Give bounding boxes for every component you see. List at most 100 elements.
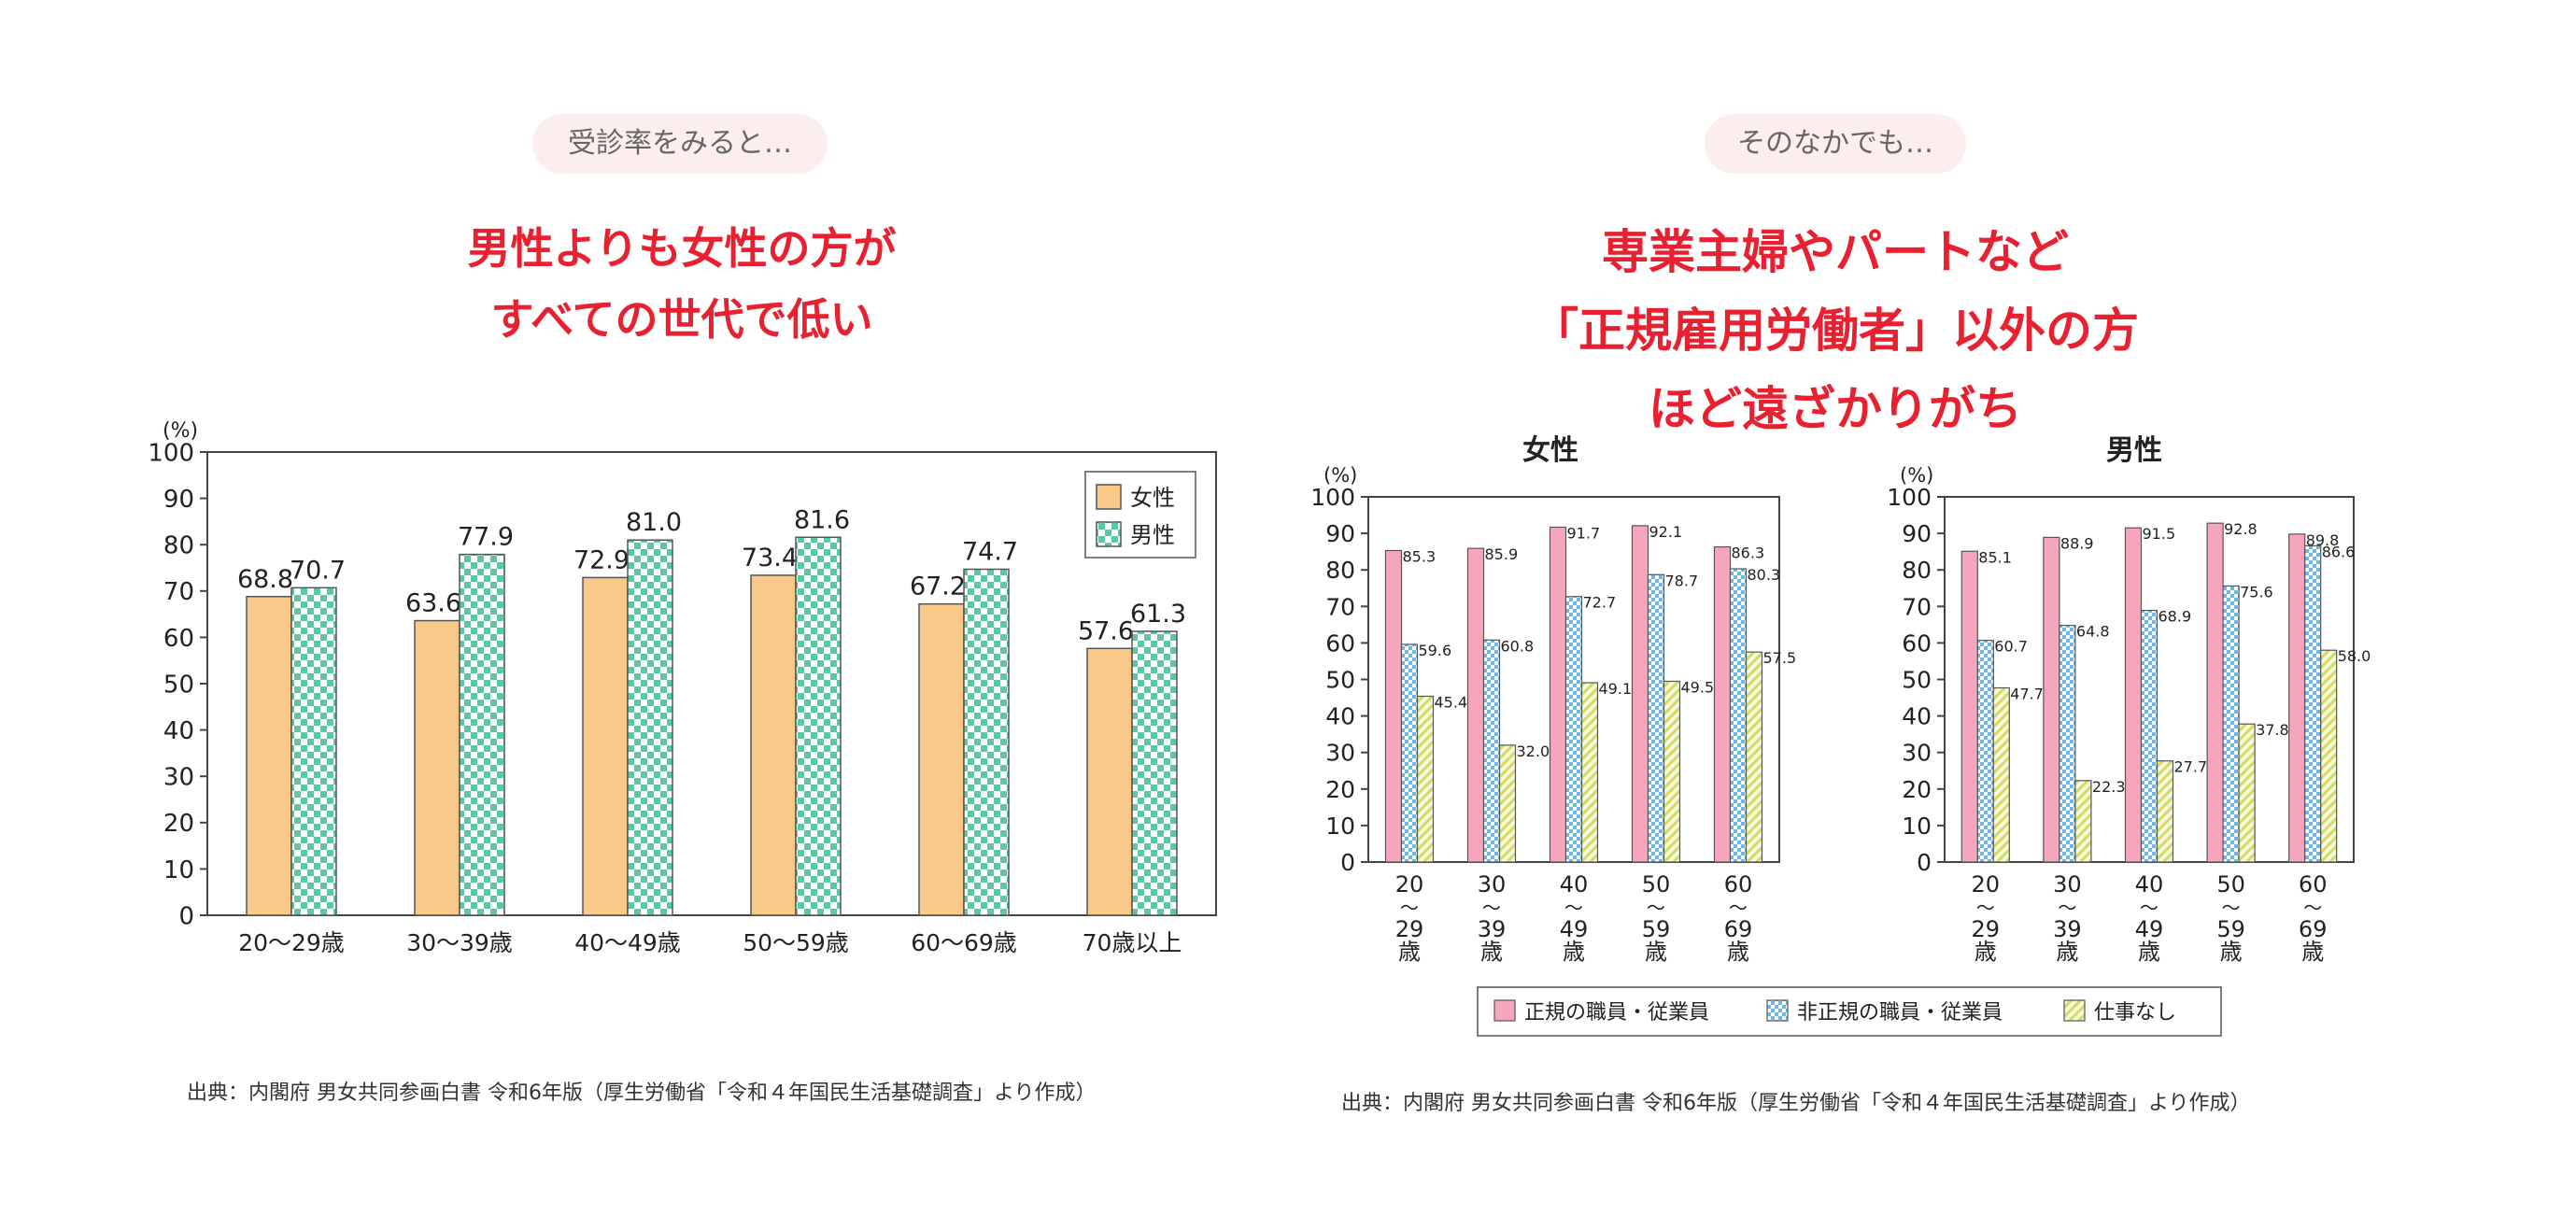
female-regular-value-label: 92.1: [1649, 523, 1683, 541]
male-x-tick-label: ～: [2222, 897, 2241, 919]
female-regular-bar: [1466, 547, 1485, 863]
male-nonregular-bar: [2304, 544, 2322, 863]
male-value-label: 81.6: [794, 505, 850, 534]
male-x-tick-label: ～: [2058, 897, 2076, 919]
female-bar: [582, 576, 629, 916]
male-y-tick-label: 70: [1902, 593, 1932, 620]
left-x-tick-label: 30～39歳: [406, 929, 513, 956]
right-headline: 専業主婦やパートなど 「正規雇用労働者」以外の方 ほど遠ざかりがち: [1438, 213, 2232, 448]
male-nojob-bar: [2238, 723, 2256, 863]
female-y-axis-unit: (%): [1323, 464, 1357, 487]
female-chart-title: 女性: [1522, 434, 1578, 467]
male-x-tick-label: 69: [2299, 916, 2328, 942]
employment-legend: 正規の職員・従業員 非正規の職員・従業員 仕事なし: [1477, 986, 2222, 1037]
left-headline-line-2: すべての世代で低い: [490, 294, 873, 345]
male-nojob-bar: [2074, 780, 2092, 863]
male-legend-label: 男性: [1130, 522, 1175, 548]
male-y-tick-label: 50: [1902, 667, 1932, 694]
female-value-label: 57.6: [1078, 616, 1134, 645]
female-nonregular-bar: [1400, 643, 1419, 863]
left-chart-y-tick-label: 0: [178, 902, 194, 930]
male-regular-value-label: 88.9: [2060, 534, 2094, 552]
female-x-tick-label: ～: [1400, 897, 1419, 919]
male-y-tick-label: 20: [1902, 776, 1932, 803]
male-nonregular-value-label: 75.6: [2240, 583, 2273, 601]
male-y-tick-label: 30: [1902, 740, 1932, 767]
left-section-pill: 受診率をみると…: [532, 114, 828, 174]
female-x-tick-label: 39: [1478, 916, 1507, 942]
female-legend-swatch: [1096, 484, 1122, 510]
female-value-label: 68.8: [237, 565, 293, 594]
male-nojob-bar: [2156, 760, 2174, 863]
left-x-tick-label: 70歳以上: [1083, 929, 1182, 956]
male-nonregular-bar: [1976, 640, 1994, 863]
male-regular-bar: [2124, 527, 2143, 863]
female-nojob-value-label: 45.4: [1435, 693, 1468, 711]
male-x-tick-label: 39: [2053, 916, 2082, 942]
female-nojob-value-label: 57.5: [1763, 649, 1797, 667]
female-value-label: 67.2: [910, 573, 966, 601]
male-nonregular-bar: [2222, 585, 2240, 863]
male-x-tick-label: 50: [2216, 871, 2245, 898]
female-nonregular-bar: [1729, 568, 1748, 863]
regular-legend-swatch: [1493, 999, 1516, 1022]
female-y-tick-label: 80: [1325, 557, 1355, 584]
female-bar: [414, 619, 460, 916]
male-y-axis-unit: (%): [1900, 464, 1933, 487]
male-x-tick-label: ～: [1976, 897, 1995, 919]
male-x-tick-label: 20: [1972, 871, 2001, 898]
female-nojob-value-label: 49.5: [1681, 678, 1715, 696]
left-chart-y-tick-label: 70: [163, 578, 194, 606]
male-x-tick-label: 歳: [1974, 939, 1997, 965]
male-value-label: 77.9: [458, 523, 514, 552]
male-nojob-value-label: 47.7: [2010, 685, 2044, 702]
female-x-tick-label: 49: [1560, 916, 1589, 942]
male-nojob-value-label: 37.8: [2256, 721, 2289, 739]
male-legend-swatch: [1096, 521, 1122, 547]
male-x-tick-label: 30: [2053, 871, 2082, 898]
left-chart-y-tick-label: 10: [163, 856, 194, 884]
left-headline-line-1: 男性よりも女性の方が: [467, 223, 897, 274]
left-x-tick-label: 50～59歳: [743, 929, 849, 956]
female-regular-bar: [1713, 545, 1732, 863]
female-nojob-bar: [1663, 680, 1681, 863]
female-value-label: 63.6: [405, 589, 461, 618]
male-employment-chart: 男性 0 10 20 30 40 50 60 70 80 90 100(%) 85.1 60.7 47.7 2…: [1887, 434, 2371, 965]
female-y-tick-label: 100: [1310, 484, 1355, 511]
male-x-tick-label: 歳: [2138, 939, 2160, 965]
regular-legend-label: 正規の職員・従業員: [1524, 1001, 1709, 1025]
male-nonregular-value-label: 60.7: [1994, 638, 2028, 656]
female-regular-bar: [1384, 549, 1403, 863]
male-bar: [290, 587, 337, 916]
female-nojob-bar: [1580, 682, 1599, 863]
female-y-tick-label: 90: [1325, 520, 1355, 547]
female-bar: [750, 574, 797, 916]
male-regular-value-label: 92.8: [2224, 520, 2258, 538]
female-employment-chart: 女性 0 10 20 30 40 50 60 70 80 90 100(%) 85.3 59.6 45.4 2…: [1310, 434, 1796, 965]
male-y-tick-label: 40: [1902, 703, 1932, 730]
male-y-tick-label: 0: [1917, 849, 1932, 876]
male-x-tick-label: 60: [2299, 871, 2328, 898]
female-regular-value-label: 91.7: [1567, 524, 1601, 542]
male-regular-bar: [1960, 550, 1978, 863]
male-y-tick-label: 90: [1902, 520, 1932, 547]
left-x-tick-label: 60～69歳: [911, 929, 1017, 956]
female-x-tick-label: ～: [1564, 897, 1583, 919]
male-bar: [795, 536, 842, 916]
employment-legend-box: [1477, 986, 2222, 1037]
male-x-tick-label: 歳: [2220, 939, 2243, 965]
male-x-tick-label: 29: [1972, 916, 2001, 942]
left-chart-y-tick-label: 40: [163, 717, 194, 745]
female-y-tick-label: 30: [1325, 740, 1355, 767]
left-chart-y-axis-unit: (%): [163, 419, 198, 443]
female-y-tick-label: 70: [1325, 593, 1355, 620]
female-legend-label: 女性: [1130, 485, 1175, 511]
right-headline-line-1: 専業主婦やパートなど: [1602, 225, 2069, 279]
female-x-tick-label: 歳: [1645, 939, 1667, 965]
female-nojob-bar: [1498, 744, 1517, 863]
female-x-tick-label: 歳: [1398, 939, 1421, 965]
male-nonregular-value-label: 64.8: [2076, 623, 2110, 641]
female-bar: [246, 596, 292, 916]
male-nonregular-value-label: 86.6: [2322, 543, 2356, 560]
left-chart-y-tick-label: 20: [163, 810, 194, 838]
